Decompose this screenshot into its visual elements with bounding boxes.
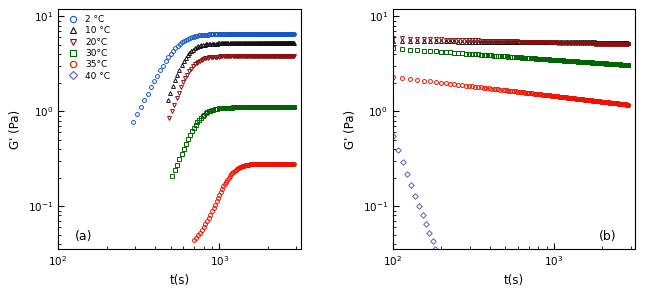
Text: (a): (a) [75,230,92,243]
X-axis label: t(s): t(s) [504,274,524,287]
X-axis label: t(s): t(s) [169,274,190,287]
Y-axis label: G' (Pa): G' (Pa) [9,110,23,149]
Legend: 2 °C, 10 °C, 20°C, 30°C, 35°C, 40 °C: 2 °C, 10 °C, 20°C, 30°C, 35°C, 40 °C [63,13,112,82]
Y-axis label: G' (Pa): G' (Pa) [344,110,357,149]
Text: (b): (b) [599,230,617,243]
